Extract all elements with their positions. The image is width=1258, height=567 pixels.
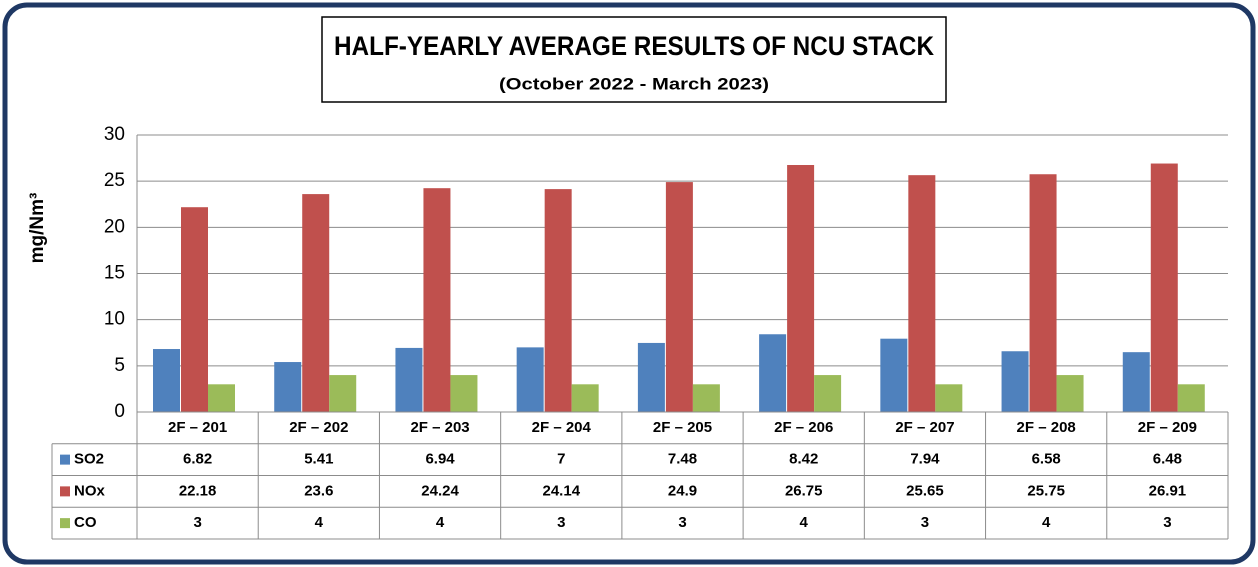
table-value: 26.75 [785,482,823,499]
legend-label: NOx [74,482,106,499]
legend-key [60,454,70,465]
category-label: 2F – 206 [774,419,833,436]
table-value: 22.18 [179,482,217,499]
chart-title: HALF-YEARLY AVERAGE RESULTS OF NCU STACK [334,31,934,61]
table-value: 3 [678,514,686,531]
table-value: 6.58 [1032,451,1061,468]
y-tick-label: 30 [104,124,125,145]
y-tick-label: 20 [104,216,125,237]
table-value: 26.91 [1149,482,1187,499]
bar [637,342,665,412]
bar [1122,352,1150,412]
table-value: 24.24 [421,482,459,499]
y-tick-label: 5 [114,355,125,376]
bar [880,338,908,412]
bar [395,347,423,412]
y-tick-label: 15 [104,263,125,284]
bar [571,384,599,412]
bar [274,362,302,412]
table-value: 7 [557,451,565,468]
table-value: 24.14 [543,482,581,499]
category-label: 2F – 203 [410,419,469,436]
category-label: 2F – 202 [289,419,348,436]
y-tick-label: 0 [114,401,125,422]
bar [423,188,451,412]
bar [208,384,235,412]
table-value: 3 [193,514,201,531]
category-label: 2F – 207 [895,419,954,436]
table-value: 5.41 [304,451,333,468]
table-value: 25.75 [1027,482,1065,499]
table-value: 25.65 [906,482,944,499]
title-box [321,16,947,103]
legend-key [60,518,70,529]
table-value: 3 [921,514,929,531]
category-label: 2F – 205 [653,419,712,436]
y-axis-label: mg/Nm³ [27,193,48,264]
category-label: 2F – 208 [1017,419,1076,436]
table-value: 7.94 [910,451,940,468]
bar [1177,384,1205,412]
table-value: 4 [436,514,445,531]
bar [935,384,963,412]
bar [908,175,936,412]
bar [814,375,842,412]
bar [1150,163,1178,412]
bar [329,375,357,412]
y-tick-label: 10 [104,309,125,330]
table-value: 3 [1163,514,1171,531]
table-value: 7.48 [668,451,697,468]
table-value: 8.42 [789,451,818,468]
table-value: 4 [800,514,809,531]
bar [544,189,572,412]
bar [1056,375,1084,412]
table-value: 6.94 [425,451,455,468]
bar [787,165,815,412]
bar [181,207,208,412]
bar [1001,351,1029,412]
legend-key [60,486,70,497]
bar [692,384,720,412]
category-label: 2F – 209 [1138,419,1197,436]
y-tick-label: 25 [104,170,125,191]
bar [665,182,693,412]
legend-label: SO2 [74,451,104,468]
category-label: 2F – 201 [168,419,227,436]
chart-subtitle: (October 2022 - March 2023) [499,74,769,93]
category-label: 2F – 204 [532,419,592,436]
bar [450,375,478,412]
table-value: 6.48 [1153,451,1182,468]
bar [302,194,330,412]
table-value: 24.9 [668,482,697,499]
bar [759,334,787,412]
table-value: 6.82 [183,451,212,468]
table-value: 23.6 [304,482,333,499]
bar [1029,174,1057,412]
bar [516,347,544,412]
table-value: 4 [315,514,324,531]
bar [153,349,180,412]
legend-label: CO [74,514,97,531]
table-value: 4 [1042,514,1051,531]
table-value: 3 [557,514,565,531]
